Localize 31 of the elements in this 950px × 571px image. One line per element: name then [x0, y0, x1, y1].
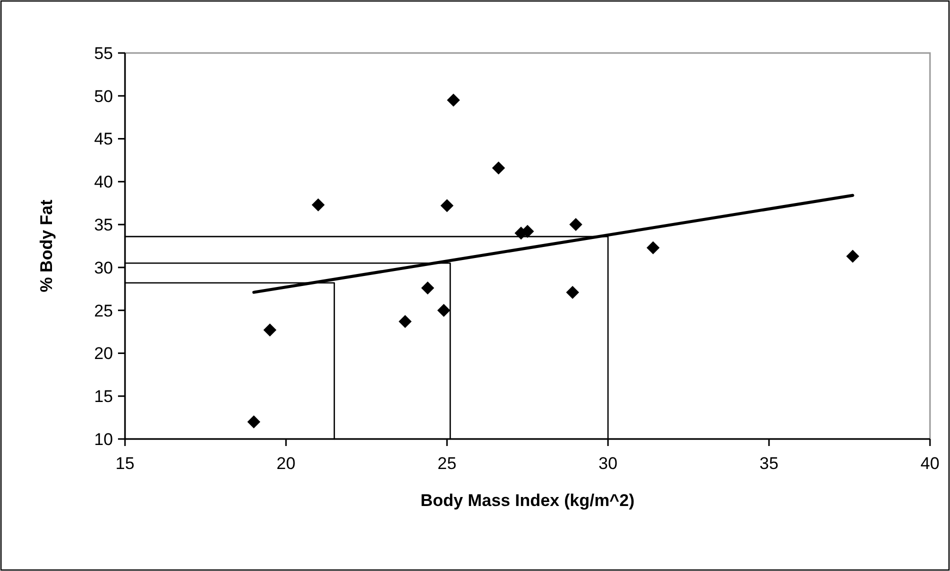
point — [247, 415, 260, 428]
y-tick-label: 25 — [94, 301, 113, 320]
x-tick-label: 25 — [438, 454, 456, 473]
point — [569, 218, 582, 232]
point — [437, 304, 450, 317]
point — [421, 282, 434, 295]
point — [446, 94, 460, 107]
y-tick-label: 50 — [94, 86, 113, 106]
y-tick-label: 40 — [94, 172, 113, 192]
y-tick-label: 10 — [94, 430, 113, 449]
y-tick-label: 55 — [94, 44, 113, 63]
point — [492, 161, 506, 174]
point — [846, 250, 860, 263]
y-tick-label: 35 — [94, 216, 113, 235]
x-tick-label: 40 — [920, 454, 940, 473]
y-tick-label: 45 — [94, 130, 113, 149]
y-tick-label: 20 — [94, 344, 113, 364]
y-tick-label: 30 — [94, 258, 113, 278]
point — [440, 199, 454, 212]
point — [646, 241, 660, 254]
x-tick-label: 15 — [116, 454, 134, 473]
x-tick-label: 20 — [276, 454, 296, 473]
point — [263, 324, 276, 337]
point — [398, 314, 412, 328]
y-axis-title: % Body Fat — [37, 199, 56, 292]
point — [312, 198, 325, 212]
y-tick-label: 15 — [94, 387, 113, 406]
x-tick-label: 30 — [598, 454, 618, 473]
point — [566, 286, 580, 299]
x-tick-label: 35 — [760, 454, 778, 473]
x-axis-title: Body Mass Index (kg/m^2) — [420, 491, 634, 510]
